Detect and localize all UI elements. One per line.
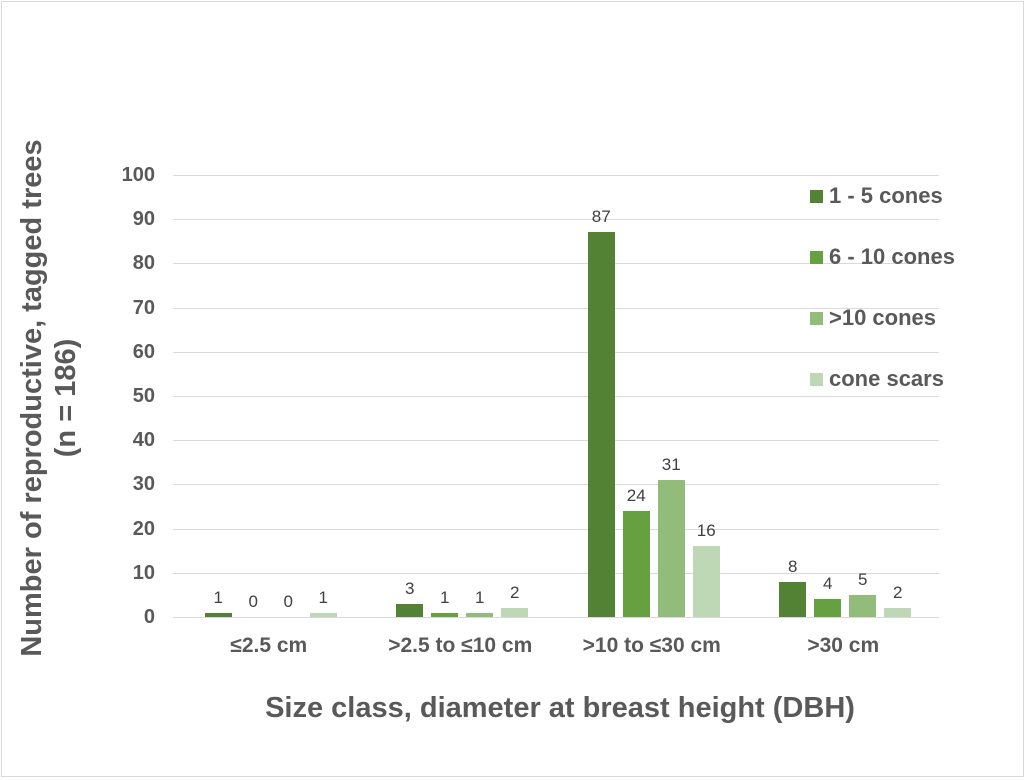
data-label: 1 xyxy=(440,587,450,607)
data-label: 87 xyxy=(591,207,611,227)
gridline xyxy=(173,617,939,618)
data-label: 1 xyxy=(213,587,223,607)
data-label: 0 xyxy=(248,592,258,611)
y-tick-label: 80 xyxy=(132,252,155,275)
data-label: 16 xyxy=(696,521,716,541)
bar xyxy=(204,612,232,617)
bar xyxy=(501,608,529,617)
gridline xyxy=(173,572,939,574)
gridline xyxy=(173,175,939,176)
data-label: 3 xyxy=(405,578,415,598)
bar xyxy=(814,599,842,617)
y-tick-label: 90 xyxy=(132,208,155,231)
data-label: 4 xyxy=(823,574,833,594)
y-tick-label: 30 xyxy=(132,473,155,496)
bar xyxy=(396,603,424,617)
y-tick-label: 70 xyxy=(132,296,155,319)
data-label: 1 xyxy=(475,587,485,607)
legend-swatch-icon xyxy=(810,311,823,325)
y-tick-label: 40 xyxy=(132,429,155,452)
bar xyxy=(431,612,459,617)
y-tick-label: 100 xyxy=(121,164,155,186)
gridline xyxy=(173,528,939,530)
x-tick-label: >30 cm xyxy=(807,634,880,657)
y-axis-title: Number of reproductive, tagged trees (n … xyxy=(15,88,95,708)
data-label: 24 xyxy=(626,485,646,505)
bar xyxy=(779,581,807,617)
bar xyxy=(657,479,685,617)
gridline xyxy=(173,263,939,265)
y-axis-title-line1: Number of reproductive, tagged trees xyxy=(16,139,48,657)
data-label: 5 xyxy=(858,569,868,589)
bar xyxy=(884,608,912,617)
y-tick-label: 10 xyxy=(132,561,155,584)
gridline xyxy=(173,219,939,221)
data-label: 2 xyxy=(893,583,903,603)
x-tick-label: >10 to ≤30 cm xyxy=(582,634,721,657)
x-axis-title: Size class, diameter at breast height (D… xyxy=(265,692,855,724)
data-label: 0 xyxy=(283,592,293,611)
gridline xyxy=(173,307,939,309)
gridline xyxy=(173,396,939,397)
bar xyxy=(692,546,720,617)
x-tick-label: >2.5 to ≤10 cm xyxy=(388,634,533,657)
legend-item: cone scars xyxy=(810,365,944,393)
legend-item: >10 cones xyxy=(810,304,936,332)
plot-area: 1 0 0 1 3 1 1 2 87 24 31 16 8 4 5 2 xyxy=(173,175,939,618)
bar xyxy=(587,232,615,617)
bar xyxy=(466,612,494,617)
legend-swatch-icon xyxy=(810,372,823,386)
data-label: 8 xyxy=(788,556,798,576)
data-label: 1 xyxy=(318,587,328,607)
gridline xyxy=(173,484,939,486)
legend-label: 6 - 10 cones xyxy=(829,244,955,269)
legend-swatch-icon xyxy=(810,189,823,203)
bar xyxy=(309,612,337,617)
data-label: 31 xyxy=(661,454,681,474)
data-label: 2 xyxy=(510,583,520,603)
y-tick-label: 60 xyxy=(132,340,155,363)
y-tick-label: 0 xyxy=(143,606,155,628)
legend-label: cone scars xyxy=(829,366,944,391)
y-axis-title-line2: (n = 186) xyxy=(50,338,82,458)
legend-swatch-icon xyxy=(810,250,823,264)
legend-item: 1 - 5 cones xyxy=(810,182,943,210)
y-tick-label: 50 xyxy=(132,385,155,407)
legend-item: 6 - 10 cones xyxy=(810,243,955,271)
gridline xyxy=(173,351,939,353)
bar xyxy=(849,594,877,617)
y-tick-label: 20 xyxy=(132,517,155,540)
bar xyxy=(622,510,650,617)
gridline xyxy=(173,440,939,442)
legend-label: 1 - 5 cones xyxy=(829,183,943,208)
x-tick-label: ≤2.5 cm xyxy=(230,634,308,657)
legend-label: >10 cones xyxy=(829,305,937,330)
